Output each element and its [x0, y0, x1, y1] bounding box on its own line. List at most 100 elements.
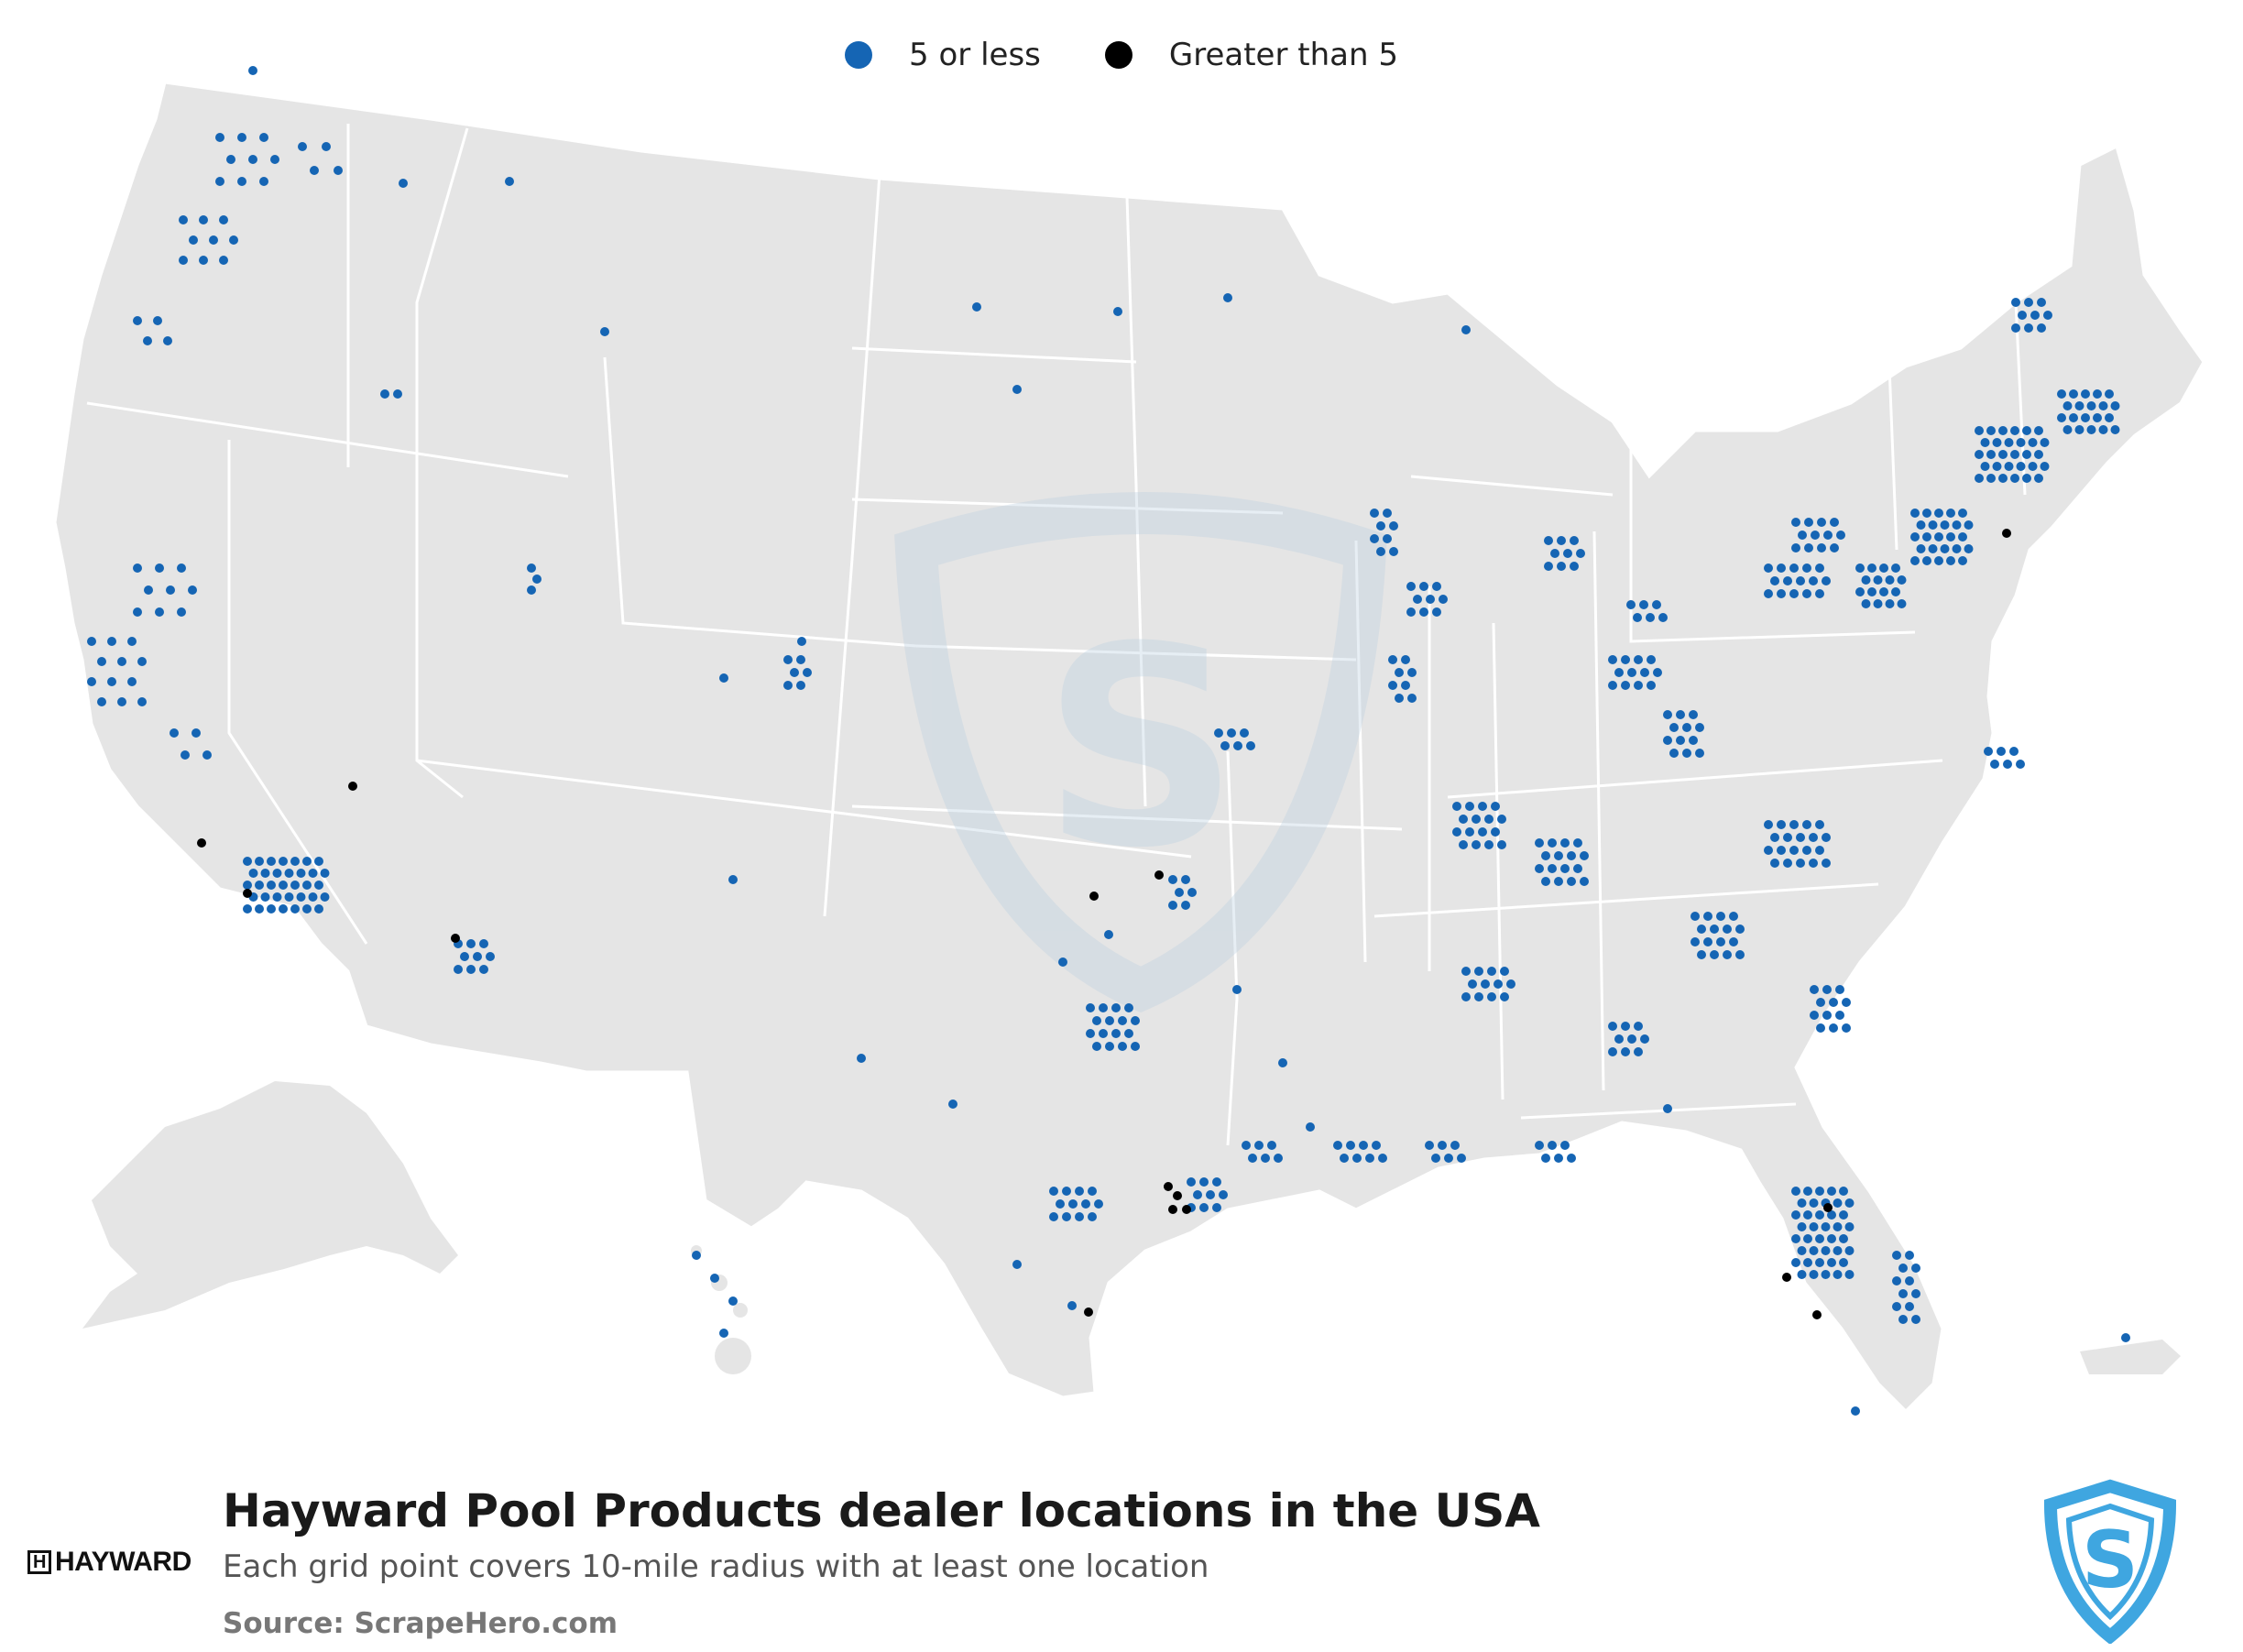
location-dot	[1608, 1047, 1617, 1056]
location-dot-dense	[1823, 1203, 1833, 1212]
location-dot	[857, 1054, 866, 1063]
location-dot	[1809, 1270, 1819, 1279]
location-dot	[2040, 438, 2050, 447]
location-dot	[322, 142, 331, 151]
location-dot	[143, 336, 152, 345]
location-dot	[2028, 438, 2038, 447]
location-dot	[1352, 1154, 1362, 1163]
location-dot	[1922, 556, 1931, 565]
location-dot	[460, 952, 469, 961]
location-dot	[1810, 985, 1819, 994]
location-dot	[1809, 1246, 1819, 1255]
location-dot	[1088, 1212, 1097, 1221]
location-dot	[1980, 462, 1990, 471]
location-dot	[2081, 389, 2090, 399]
location-dot	[1647, 681, 1656, 690]
location-dot	[1911, 1264, 1920, 1273]
location-dot	[719, 1329, 728, 1338]
location-dot	[199, 215, 208, 224]
location-dot	[137, 697, 147, 706]
location-dot	[1094, 1199, 1103, 1209]
location-dot	[1873, 599, 1883, 608]
location-dot	[1576, 549, 1585, 558]
location-dot	[1306, 1122, 1315, 1132]
location-dot	[163, 336, 172, 345]
location-dot	[1105, 1042, 1114, 1051]
location-dot	[1548, 1141, 1557, 1150]
location-dot	[1199, 1177, 1209, 1187]
location-dot	[1839, 1210, 1848, 1220]
location-dot	[226, 155, 235, 164]
location-dot	[87, 677, 96, 686]
location-dot	[1658, 613, 1668, 622]
location-dot	[1267, 1141, 1276, 1150]
location-dot	[2034, 450, 2043, 459]
location-dot	[728, 1296, 738, 1306]
location-dot	[1729, 937, 1738, 946]
location-dot	[1690, 912, 1700, 921]
location-dot	[199, 256, 208, 265]
location-dot	[1439, 595, 1448, 604]
location-dot-dense	[348, 782, 357, 791]
location-dot	[308, 869, 318, 878]
location-dot	[1557, 562, 1566, 571]
location-dot	[1206, 1190, 1215, 1199]
location-dot	[1468, 979, 1477, 989]
location-dot	[1634, 681, 1643, 690]
location-dot	[1798, 531, 1807, 540]
location-dot	[2016, 760, 2025, 769]
location-dot-dense	[1084, 1307, 1093, 1317]
location-dot	[320, 892, 330, 902]
location-dot	[1608, 681, 1617, 690]
location-dot	[1614, 668, 1624, 677]
location-dot	[1844, 1246, 1855, 1255]
legend-dot-black	[1104, 41, 1132, 69]
location-dot	[270, 155, 279, 164]
location-dot	[87, 637, 96, 646]
location-dot	[2022, 474, 2031, 483]
location-dot	[1450, 1141, 1460, 1150]
location-dot	[719, 673, 728, 683]
location-dot	[1212, 1177, 1221, 1187]
location-dot	[1478, 802, 1487, 811]
location-dot	[486, 952, 495, 961]
location-dot	[1764, 846, 1773, 855]
location-dot	[2040, 462, 2050, 471]
location-dot	[1646, 613, 1655, 622]
location-dot	[2062, 401, 2073, 410]
location-dot	[972, 302, 981, 312]
location-dot	[1621, 681, 1630, 690]
location-dot	[1827, 1210, 1836, 1220]
location-dot	[2034, 474, 2043, 483]
location-dot	[1340, 1154, 1349, 1163]
location-dot	[1212, 1203, 1221, 1212]
location-dot	[1777, 589, 1786, 598]
location-dot	[1710, 924, 1719, 934]
location-dot	[133, 563, 142, 573]
location-dot	[1823, 531, 1833, 540]
location-dot	[1791, 1258, 1800, 1267]
location-dot	[1388, 681, 1397, 690]
location-dot	[1472, 840, 1481, 849]
location-dot	[1062, 1212, 1071, 1221]
location-dot	[1844, 1222, 1855, 1231]
location-dot	[1804, 543, 1813, 552]
location-dot	[320, 869, 330, 878]
location-dot	[189, 235, 198, 245]
location-dot	[948, 1100, 957, 1109]
location-dot	[1789, 820, 1799, 829]
location-dot	[1474, 967, 1483, 976]
location-dot	[1554, 1154, 1563, 1163]
location-dot	[1789, 589, 1799, 598]
location-dot	[1383, 509, 1392, 518]
location-dot	[1056, 1199, 1065, 1209]
legend-dot-blue	[845, 41, 873, 69]
location-dot	[314, 881, 323, 890]
location-dot	[1452, 827, 1461, 837]
location-dot	[1544, 562, 1553, 571]
location-dot	[1372, 1141, 1381, 1150]
location-dot	[1223, 293, 1232, 302]
location-dot	[1789, 563, 1799, 573]
location-dot	[1554, 851, 1563, 860]
location-dot	[1494, 979, 1503, 989]
